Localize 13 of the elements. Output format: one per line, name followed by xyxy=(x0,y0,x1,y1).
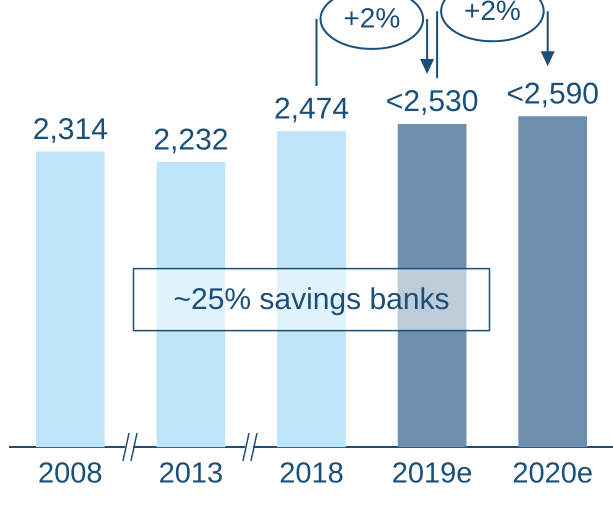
data-label: 2,314 xyxy=(32,112,108,146)
x-tick-label: 2013 xyxy=(158,458,224,490)
data-label: <2,530 xyxy=(386,85,478,118)
x-tick-label: 2019e xyxy=(392,458,472,490)
text: +2% xyxy=(343,2,400,34)
annotation: ~25% savings banks xyxy=(173,282,450,316)
x-tick-label: 2018 xyxy=(279,458,344,490)
data-label: 2,232 xyxy=(153,123,228,156)
data-label: <2,590 xyxy=(506,78,599,111)
x-tick-label: 2008 xyxy=(38,458,103,490)
data-label: 2,474 xyxy=(274,92,350,126)
text: +2% xyxy=(464,0,521,26)
x-tick-label: 2020e xyxy=(512,458,594,490)
